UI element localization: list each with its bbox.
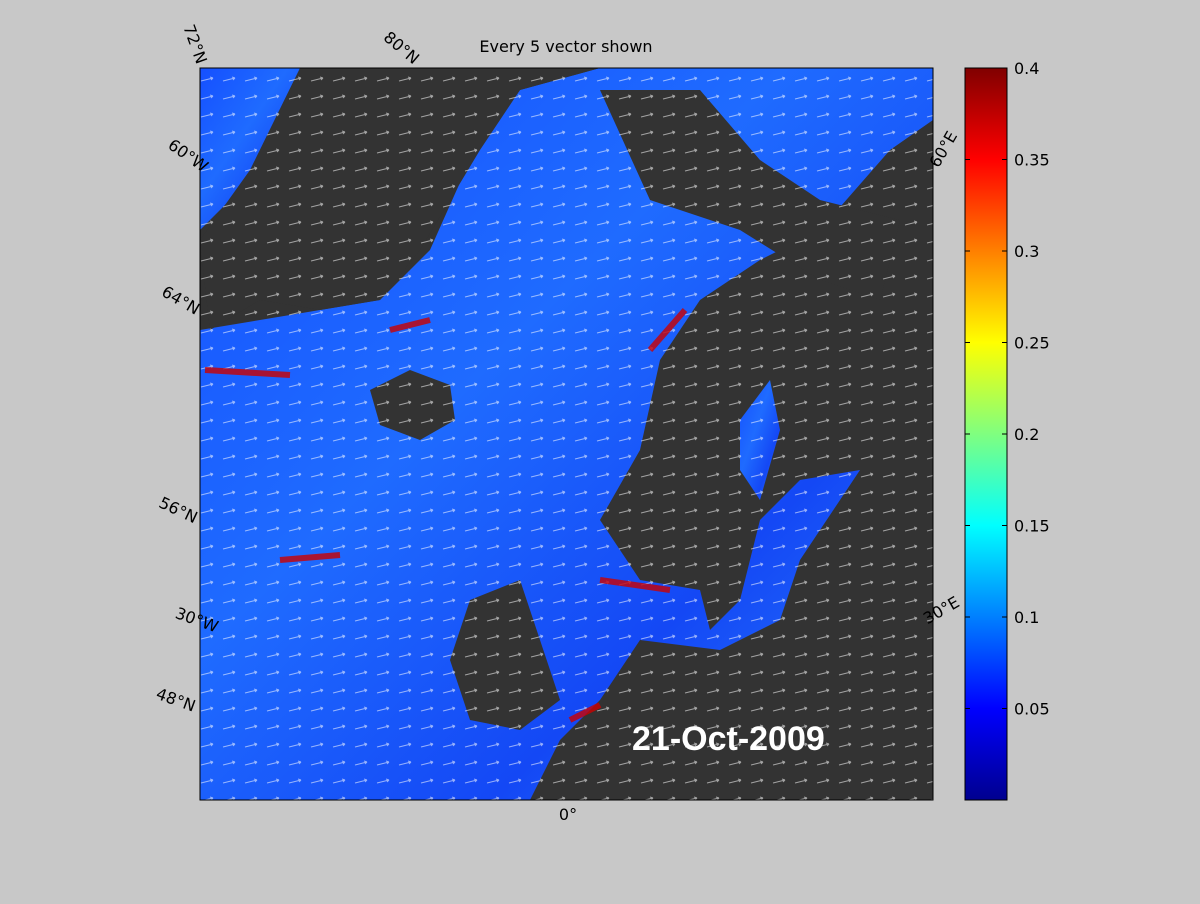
colorbar-tick-label: 0.4 — [1014, 59, 1039, 78]
colorbar-tick-label: 0.05 — [1014, 700, 1050, 719]
colorbar-tick-label: 0.1 — [1014, 608, 1039, 627]
colorbar-tick-label: 0.35 — [1014, 151, 1050, 170]
vectors — [200, 68, 933, 800]
colorbar-tick-label: 0.2 — [1014, 425, 1039, 444]
colorbar-tick-label: 0.3 — [1014, 242, 1039, 261]
graticule-label: 64°N — [159, 282, 203, 319]
graticule-label: 0° — [559, 805, 577, 824]
map: 21-Oct-2009 — [200, 68, 933, 800]
colorbar-tick-label: 0.25 — [1014, 334, 1050, 353]
colorbar — [964, 67, 1008, 801]
title: Every 5 vector shown — [479, 37, 652, 56]
colorbar-tick-label: 0.15 — [1014, 517, 1050, 536]
map-frame — [199, 67, 934, 801]
graticule-label: 48°N — [154, 684, 198, 716]
graticule-label: 72°N — [179, 22, 211, 66]
graticule-label: 56°N — [156, 493, 201, 527]
graticule-label: 80°N — [380, 28, 423, 68]
strong-current — [204, 308, 688, 723]
date-label: 21-Oct-2009 — [632, 720, 825, 758]
